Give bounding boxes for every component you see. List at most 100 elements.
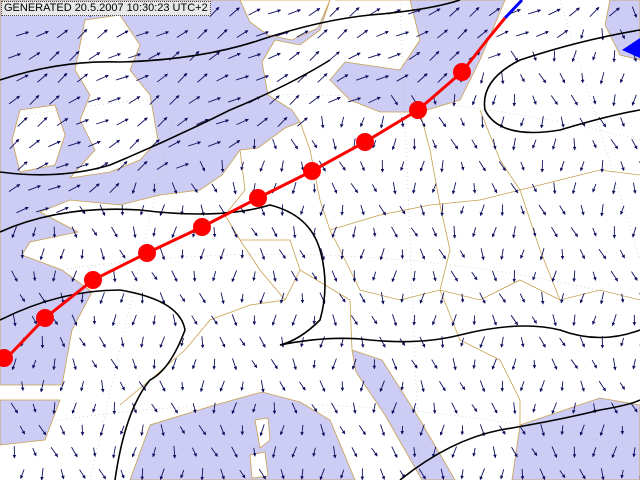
wind-arrow [631,226,637,238]
wind-arrow [580,161,585,172]
wind-arrow [419,336,426,348]
wind-arrow [359,293,366,304]
wind-arrow [560,293,564,304]
wind-arrow [56,118,69,126]
wind-arrow [12,314,17,327]
wind-arrow [197,73,208,83]
wind-arrow [92,447,97,457]
wind-arrow [611,314,617,327]
wind-arrow [212,358,217,370]
wind-arrow [110,358,119,370]
wind-arrow [620,117,625,128]
wind-arrow [592,271,597,281]
wind-arrow [80,249,84,260]
wind-arrow [300,161,305,171]
wind-arrow [331,226,337,238]
wind-arrow [599,72,605,85]
wind-arrow [352,402,357,414]
wind-arrow [92,403,97,413]
wind-arrow [199,160,206,172]
wind-arrow [291,314,297,327]
wind-arrow [412,447,417,458]
wind-arrow [112,270,117,283]
wind-arrow [598,248,607,260]
wind-arrow [168,140,181,148]
wind-arrow [571,182,577,195]
wind-arrow [632,182,637,194]
wind-arrow [348,97,362,103]
wind-arrow [292,226,297,239]
wind-arrow [19,294,26,303]
wind-arrow [420,380,425,393]
wind-arrow [631,138,638,150]
wind-arrow [236,75,250,81]
wind-arrow [390,94,398,106]
wind-arrow [211,315,218,325]
wind-arrow [160,248,166,261]
wind-arrow [177,72,188,83]
wind-arrow [98,336,106,348]
wind-arrow [451,314,457,327]
wind-arrow [440,204,444,217]
wind-arrow [289,94,300,105]
wind-arrow [88,52,101,60]
wind-arrow [479,72,485,85]
wind-arrow [531,183,537,193]
wind-arrow [569,7,580,17]
wind-arrow [356,75,370,81]
wind-arrow [191,315,198,325]
wind-arrow [299,381,306,391]
wind-arrow [256,117,268,127]
wind-arrow [28,139,40,149]
wind-arrow [460,206,465,215]
wind-arrow [120,425,125,435]
wind-arrow [429,50,440,61]
wind-arrow [188,141,202,147]
wind-arrow [196,118,209,126]
wind-arrow [600,468,605,480]
wind-arrow [371,315,378,325]
wind-arrow [339,293,346,303]
wind-arrow [180,381,185,391]
wind-arrow [510,314,519,326]
wind-arrow [272,138,277,150]
wind-arrow [71,270,77,282]
wind-arrow [108,139,121,149]
wind-arrow [500,72,505,85]
wind-arrow [492,138,497,150]
wind-arrow [37,117,48,127]
wind-arrow [148,52,161,60]
wind-arrow [552,314,557,327]
wind-arrow [372,227,377,237]
wind-arrow [271,446,277,459]
wind-arrow [592,140,597,149]
wind-arrow [579,336,585,348]
wind-arrow [359,380,365,392]
wind-arrow [156,162,169,170]
wind-arrow [240,161,244,171]
wind-arrow [232,358,238,371]
wind-arrow [571,50,577,63]
wind-arrow [432,446,437,458]
wind-arrow [308,8,321,16]
wind-arrow [540,116,544,129]
wind-arrow [199,292,206,304]
wind-arrow [438,249,447,260]
wind-arrow [39,380,45,393]
wind-arrow [511,358,517,371]
wind-arrow [79,337,86,347]
wind-arrow [331,402,338,414]
wind-arrow [176,117,189,127]
wind-arrow [140,468,145,480]
wind-arrow [11,226,17,239]
wind-arrow [269,95,280,105]
wind-arrow [412,314,417,326]
wind-arrow [399,205,406,215]
wind-arrow [391,138,397,151]
wind-arrow [471,139,478,149]
wind-arrow [216,74,229,82]
wind-arrow [396,31,410,37]
wind-arrow [231,402,237,415]
